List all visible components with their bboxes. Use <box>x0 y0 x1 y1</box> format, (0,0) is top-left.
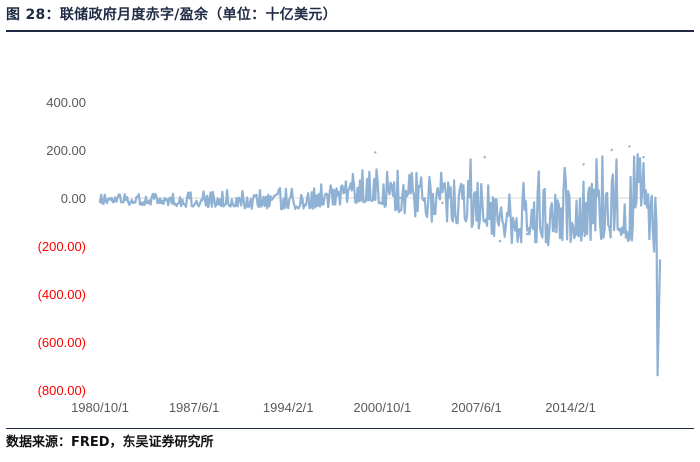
data-point <box>342 192 345 195</box>
data-point <box>582 163 585 166</box>
x-tick-label: 2007/6/1 <box>451 400 502 415</box>
data-point <box>642 156 645 159</box>
data-point <box>98 199 102 202</box>
source-note: 数据来源：FRED，东吴证券研究所 <box>6 435 214 450</box>
data-point <box>610 148 613 152</box>
data-point <box>525 232 529 236</box>
series-line <box>98 153 662 377</box>
y-tick-label: (800.00) <box>38 383 86 398</box>
data-point <box>655 223 658 226</box>
y-tick-label: (400.00) <box>38 287 86 302</box>
y-tick-label: 400.00 <box>46 95 86 110</box>
figure-header: 图 28：联储政府月度赤字/盈余（单位：十亿美元） <box>6 3 694 27</box>
data-point <box>229 204 232 207</box>
figure-title: 图 28：联储政府月度赤字/盈余（单位：十亿美元） <box>6 7 337 23</box>
y-tick-label: 200.00 <box>46 143 86 158</box>
x-tick-label: 2014/2/1 <box>545 400 596 415</box>
x-tick-label: 1987/6/1 <box>169 400 220 415</box>
data-point <box>656 373 659 377</box>
data-point <box>628 145 631 148</box>
y-tick-label: 0.00 <box>61 191 86 206</box>
data-point <box>158 201 162 204</box>
data-point <box>498 240 502 243</box>
x-tick-label: 1980/10/1 <box>71 400 129 415</box>
bottom-rule <box>6 428 694 429</box>
y-tick-label: (600.00) <box>38 335 86 350</box>
top-rule <box>6 30 694 32</box>
y-tick-label: (200.00) <box>38 239 86 254</box>
data-point <box>398 196 402 200</box>
data-point <box>374 151 377 154</box>
data-point <box>299 201 303 204</box>
data-point <box>658 259 662 262</box>
data-point <box>441 201 444 204</box>
data-point <box>554 230 557 233</box>
x-tick-label: 1994/2/1 <box>263 400 314 415</box>
data-point <box>483 156 486 159</box>
x-tick-label: 2000/10/1 <box>353 400 411 415</box>
